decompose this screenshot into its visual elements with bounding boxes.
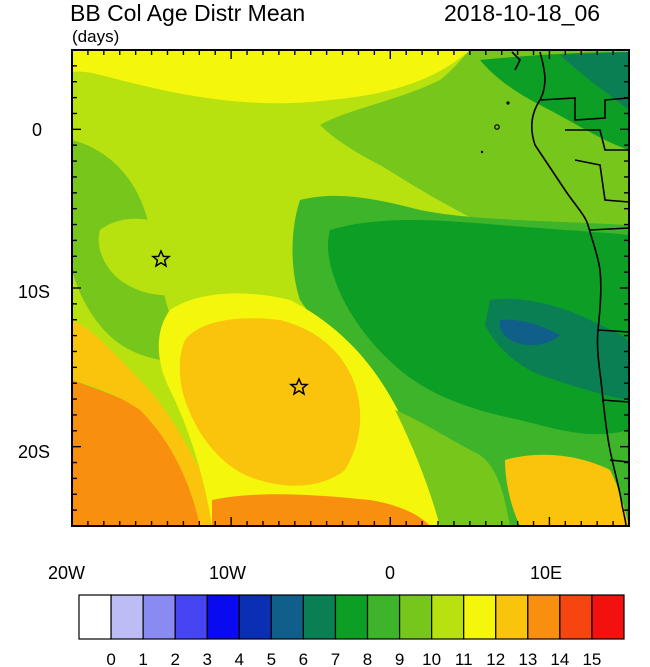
colorbar-labels: 0 1 2 3 4 5 6 7 8 9 10 11 12 13 14 15 (106, 650, 601, 667)
colorbar-swatch (463, 594, 497, 640)
colorbar-swatch (238, 594, 272, 640)
colorbar-label: 14 (550, 650, 569, 667)
star-marker-north (150, 249, 172, 268)
lon-label-10w: 10W (209, 563, 246, 583)
colorbar-swatch (142, 594, 176, 640)
colorbar-label: 4 (235, 650, 244, 667)
colorbar-label: 15 (582, 650, 601, 667)
colorbar-label: 3 (203, 650, 212, 667)
coastline (511, 51, 629, 526)
colorbar-swatch (206, 594, 240, 640)
colorbar-swatch (302, 594, 337, 640)
colorbar-label: 0 (106, 650, 115, 667)
axis-ticks (71, 49, 630, 527)
lon-label-0: 0 (385, 563, 395, 583)
datetime-label: 2018-10-18_06 (444, 0, 601, 26)
colorbar-swatch (431, 594, 465, 640)
colorbar-label: 9 (395, 650, 404, 667)
lat-label-0: 0 (32, 120, 42, 140)
colorbar-swatch (174, 594, 208, 640)
colorbar-swatch (495, 594, 529, 640)
colorbar-swatch (398, 594, 433, 640)
colorbar-swatch (591, 594, 625, 640)
colorbar-label: 10 (422, 650, 441, 667)
colorbar-label: 6 (299, 650, 308, 667)
star-markers (150, 249, 310, 396)
colorbar-swatch (527, 594, 561, 640)
colorbar-label: 2 (170, 650, 179, 667)
colorbar-swatch (270, 594, 305, 640)
age-field (72, 50, 629, 526)
colorbar-label: 13 (518, 650, 537, 667)
units-label: (days) (72, 27, 120, 46)
star-marker-south (288, 377, 310, 396)
lon-label-20w: 20W (48, 563, 85, 583)
colorbar-label: 7 (331, 650, 340, 667)
lat-label-10s: 10S (18, 282, 50, 302)
colorbar-swatch (559, 594, 593, 640)
colorbar-swatch (334, 594, 369, 640)
colorbar-label: 1 (138, 650, 147, 667)
plot-title: BB Col Age Distr Mean (70, 0, 306, 26)
lat-label-20s: 20S (18, 442, 50, 462)
colorbar-label: 8 (363, 650, 372, 667)
colorbar (78, 594, 625, 640)
colorbar-label: 12 (486, 650, 505, 667)
colorbar-swatch (78, 594, 112, 640)
colorbar-label: 11 (455, 650, 473, 667)
colorbar-swatch (110, 594, 144, 640)
lon-label-10e: 10E (530, 563, 562, 583)
colorbar-label: 5 (267, 650, 276, 667)
colorbar-swatch (366, 594, 401, 640)
